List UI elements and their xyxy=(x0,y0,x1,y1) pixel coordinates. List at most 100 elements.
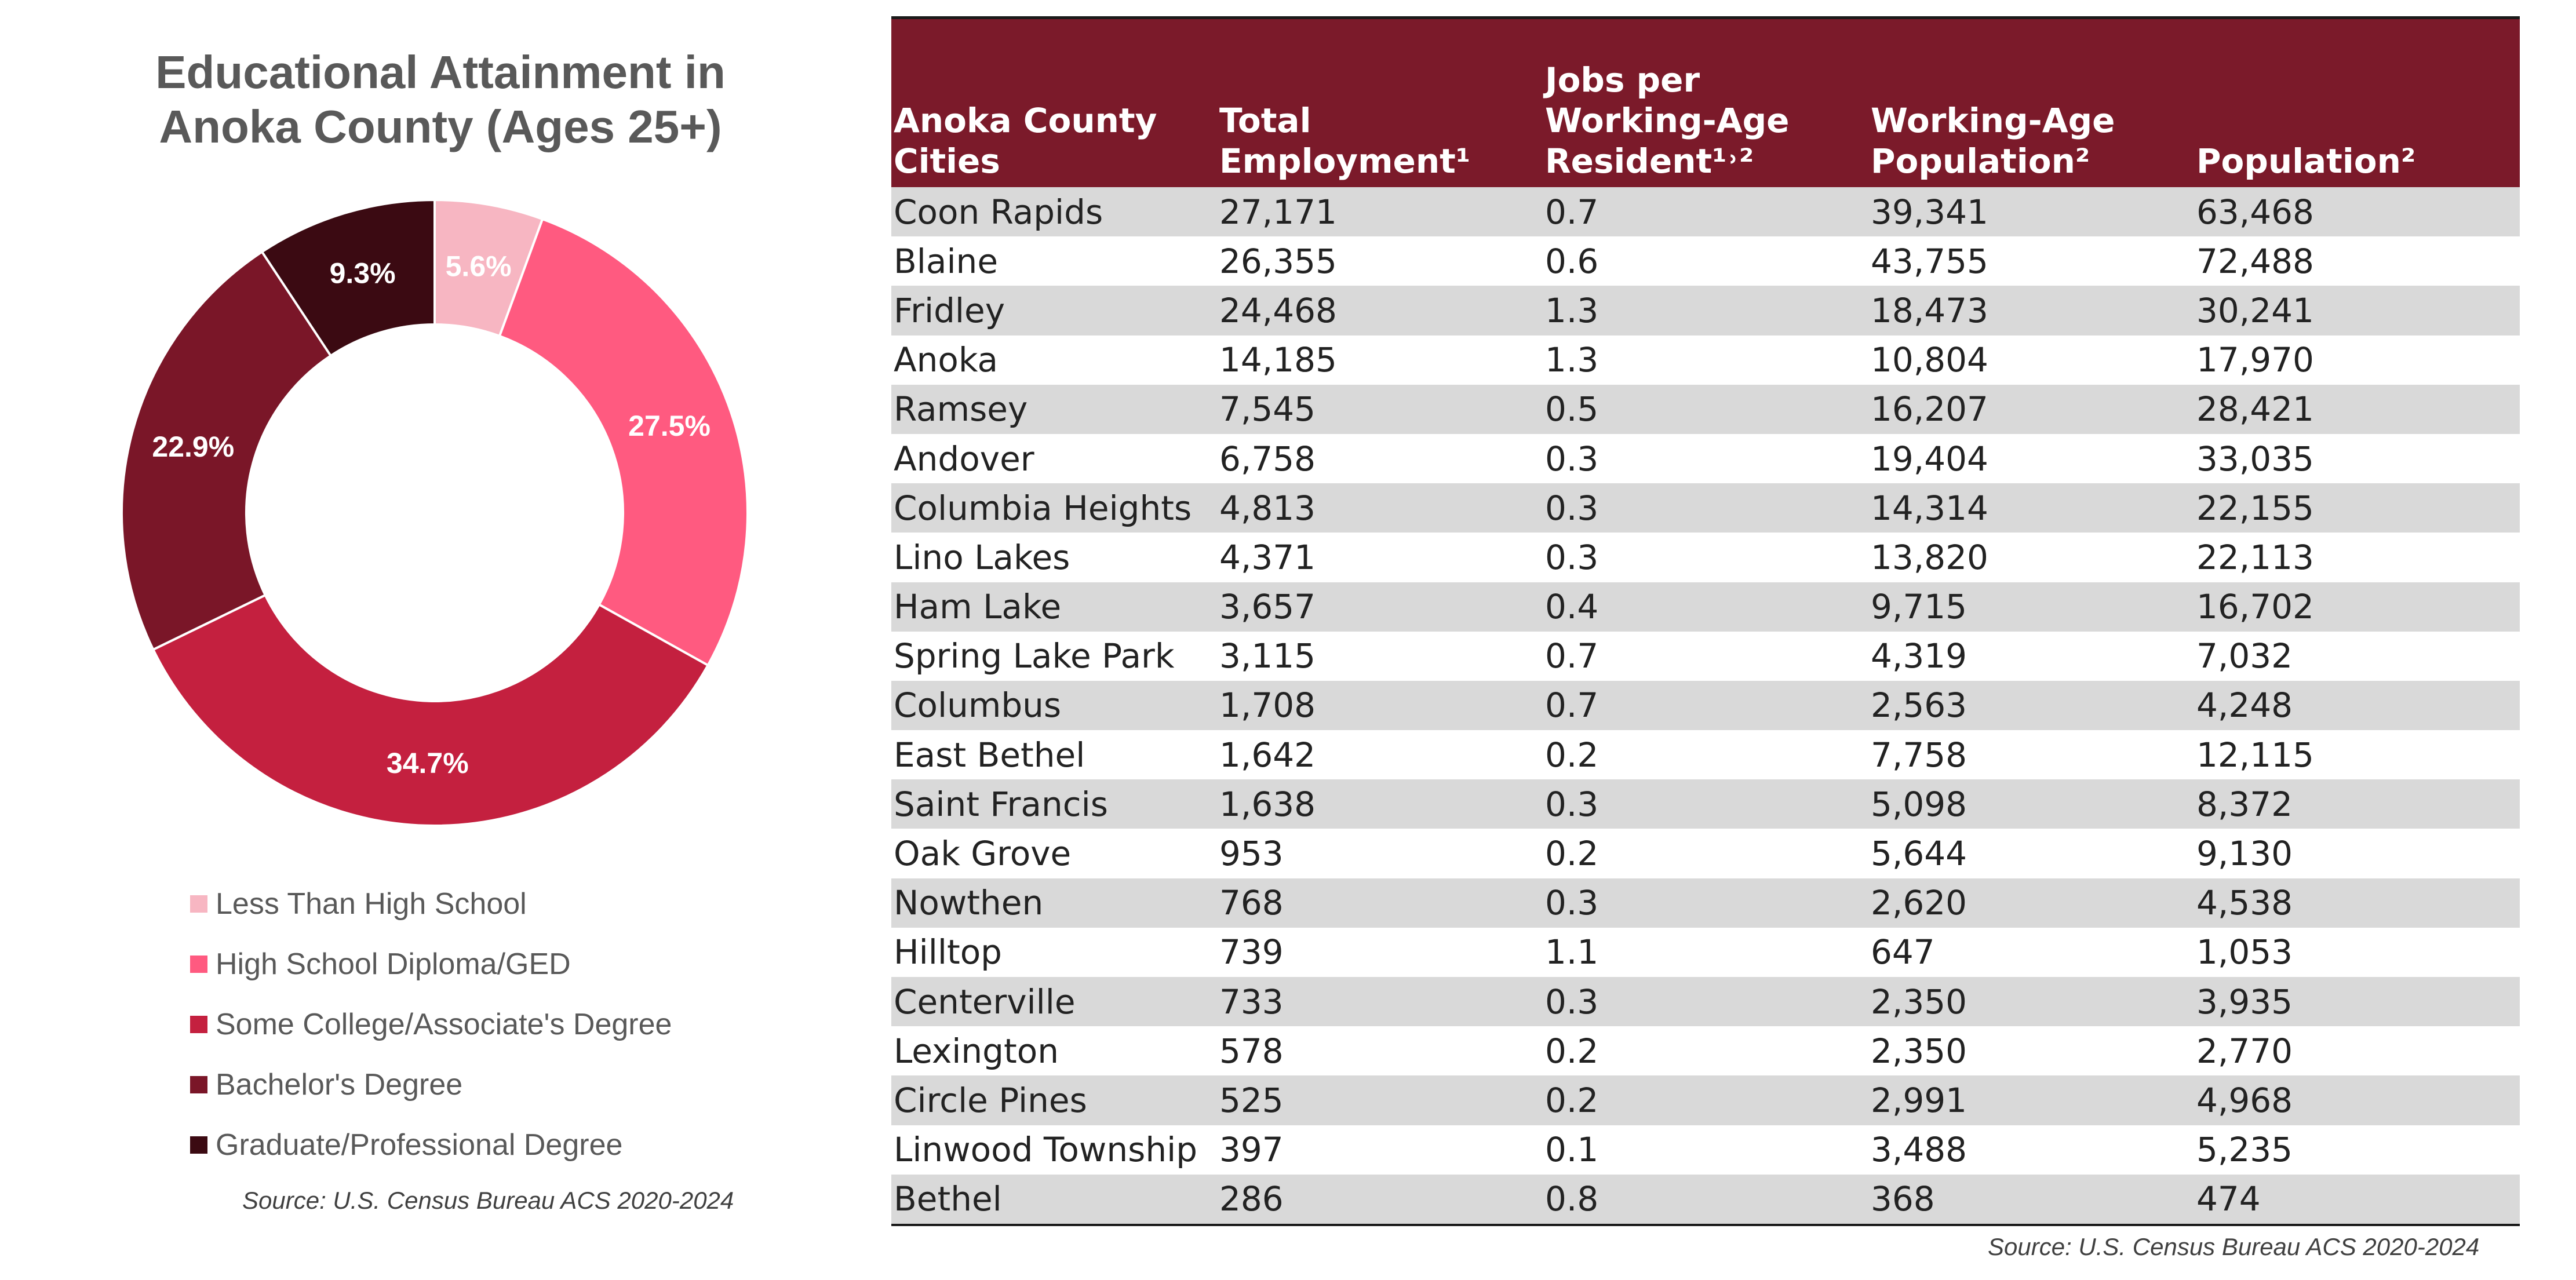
working-age-population-cell: 2,350 xyxy=(1871,982,1967,1022)
legend-label: Bachelor's Degree xyxy=(216,1068,463,1102)
population-cell: 3,935 xyxy=(2196,982,2293,1022)
city-cell: Linwood Township xyxy=(894,1130,1198,1170)
donut-slice-2 xyxy=(151,593,710,827)
jobs-per-resident-cell: 1.3 xyxy=(1545,340,1599,380)
population-cell: 30,241 xyxy=(2196,290,2314,330)
total-employment-cell: 3,115 xyxy=(1219,636,1316,676)
city-cell: Lexington xyxy=(894,1031,1059,1071)
city-cell: Blaine xyxy=(894,241,999,281)
working-age-population-cell: 368 xyxy=(1871,1179,1935,1219)
table-body: Coon Rapids 27,171 0.7 39,341 63,468 Blaine 26… xyxy=(891,187,2520,1225)
working-age-population-cell: 39,341 xyxy=(1871,192,1988,232)
chart-title-line-1: Educational Attainment in xyxy=(155,46,726,98)
donut-chart: 5.6% 27.5% 34.7% 22.9% 9.3% xyxy=(121,198,749,827)
cities-table-container: Anoka County Cities Total Employment¹ Jobs… xyxy=(891,16,2520,1226)
legend-label: High School Diploma/GED xyxy=(216,947,571,981)
chart-title-line-2: Anoka County (Ages 25+) xyxy=(159,101,722,152)
jobs-per-resident-cell: 0.2 xyxy=(1545,1080,1599,1120)
chart-title: Educational Attainment in Anoka County (… xyxy=(87,45,794,154)
city-cell: Fridley xyxy=(894,290,1005,330)
header-jobs-per-resident: Jobs per Working-Age Resident¹˒² xyxy=(1543,18,1868,188)
legend-item: High School Diploma/GED xyxy=(190,934,672,994)
legend-label: Graduate/Professional Degree xyxy=(216,1128,623,1162)
population-cell: 8,372 xyxy=(2196,784,2293,824)
total-employment-cell: 27,171 xyxy=(1219,192,1337,232)
table-row: Saint Francis 1,638 0.3 5,098 8,372 xyxy=(891,779,2520,829)
working-age-population-cell: 14,314 xyxy=(1871,488,1988,528)
total-employment-cell: 6,758 xyxy=(1219,439,1316,479)
population-cell: 4,968 xyxy=(2196,1080,2293,1120)
header-line: Total xyxy=(1219,101,1311,140)
working-age-population-cell: 5,644 xyxy=(1871,834,1967,874)
working-age-population-cell: 647 xyxy=(1871,932,1935,972)
working-age-population-cell: 18,473 xyxy=(1871,290,1988,330)
header-line: Cities xyxy=(894,141,1000,181)
jobs-per-resident-cell: 0.8 xyxy=(1545,1179,1599,1219)
jobs-per-resident-cell: 0.3 xyxy=(1545,537,1599,577)
table-row: Oak Grove 953 0.2 5,644 9,130 xyxy=(891,829,2520,878)
header-total-employment: Total Employment¹ xyxy=(1217,18,1543,188)
jobs-per-resident-cell: 0.6 xyxy=(1545,241,1599,281)
table-header-row: Anoka County Cities Total Employment¹ Jobs… xyxy=(891,17,2520,188)
jobs-per-resident-cell: 1.3 xyxy=(1545,290,1599,330)
header-line: Jobs per xyxy=(1545,60,1700,100)
donut-data-label: 22.9% xyxy=(152,431,234,463)
table-row: Ramsey 7,545 0.5 16,207 28,421 xyxy=(891,384,2520,434)
total-employment-cell: 286 xyxy=(1219,1179,1284,1219)
table-row: Andover 6,758 0.3 19,404 33,035 xyxy=(891,434,2520,483)
working-age-population-cell: 7,758 xyxy=(1871,735,1967,775)
table-row: Ham Lake 3,657 0.4 9,715 16,702 xyxy=(891,582,2520,632)
header-line: Employment¹ xyxy=(1219,141,1471,181)
chart-legend: Less Than High School High School Diploma… xyxy=(190,874,672,1175)
city-cell: Ham Lake xyxy=(894,587,1062,627)
header-population: Population² xyxy=(2194,18,2520,188)
table-row: Hilltop 739 1.1 647 1,053 xyxy=(891,928,2520,977)
city-cell: Circle Pines xyxy=(894,1080,1087,1120)
total-employment-cell: 397 xyxy=(1219,1130,1284,1170)
jobs-per-resident-cell: 0.7 xyxy=(1545,192,1599,232)
city-cell: Centerville xyxy=(894,982,1076,1022)
population-cell: 1,053 xyxy=(2196,932,2293,972)
legend-label: Less Than High School xyxy=(216,887,527,921)
jobs-per-resident-cell: 0.7 xyxy=(1545,636,1599,676)
header-line: Population² xyxy=(1871,141,2090,181)
donut-data-label: 9.3% xyxy=(330,257,396,289)
jobs-per-resident-cell: 0.7 xyxy=(1545,685,1599,725)
header-line: Anoka County xyxy=(894,101,1157,140)
working-age-population-cell: 2,620 xyxy=(1871,883,1967,923)
population-cell: 63,468 xyxy=(2196,192,2314,232)
legend-swatch xyxy=(190,1016,207,1033)
donut-data-label: 34.7% xyxy=(387,747,469,779)
city-cell: Oak Grove xyxy=(894,834,1072,874)
city-cell: Saint Francis xyxy=(894,784,1108,824)
population-cell: 28,421 xyxy=(2196,389,2314,429)
header-line: Resident¹˒² xyxy=(1545,141,1754,181)
jobs-per-resident-cell: 1.1 xyxy=(1545,932,1599,972)
working-age-population-cell: 2,991 xyxy=(1871,1080,1967,1120)
table-row: Spring Lake Park 3,115 0.7 4,319 7,032 xyxy=(891,632,2520,681)
population-cell: 474 xyxy=(2196,1179,2261,1219)
chart-source-note: Source: U.S. Census Bureau ACS 2020-2024 xyxy=(242,1187,734,1214)
total-employment-cell: 7,545 xyxy=(1219,389,1316,429)
jobs-per-resident-cell: 0.3 xyxy=(1545,488,1599,528)
total-employment-cell: 3,657 xyxy=(1219,587,1316,627)
jobs-per-resident-cell: 0.2 xyxy=(1545,735,1599,775)
total-employment-cell: 733 xyxy=(1219,982,1284,1022)
legend-swatch xyxy=(190,895,207,913)
header-working-age-population: Working-Age Population² xyxy=(1868,18,2194,188)
total-employment-cell: 4,813 xyxy=(1219,488,1316,528)
city-cell: Nowthen xyxy=(894,883,1044,923)
legend-label: Some College/Associate's Degree xyxy=(216,1008,672,1041)
total-employment-cell: 24,468 xyxy=(1219,290,1337,330)
legend-item: Bachelor's Degree xyxy=(190,1055,672,1115)
table-row: Lexington 578 0.2 2,350 2,770 xyxy=(891,1026,2520,1075)
header-cities: Anoka County Cities xyxy=(891,18,1217,188)
table-row: Nowthen 768 0.3 2,620 4,538 xyxy=(891,878,2520,928)
table-row: Coon Rapids 27,171 0.7 39,341 63,468 xyxy=(891,187,2520,237)
working-age-population-cell: 9,715 xyxy=(1871,587,1967,627)
city-cell: East Bethel xyxy=(894,735,1085,775)
working-age-population-cell: 16,207 xyxy=(1871,389,1988,429)
population-cell: 4,248 xyxy=(2196,685,2293,725)
working-age-population-cell: 3,488 xyxy=(1871,1130,1967,1170)
total-employment-cell: 739 xyxy=(1219,932,1284,972)
